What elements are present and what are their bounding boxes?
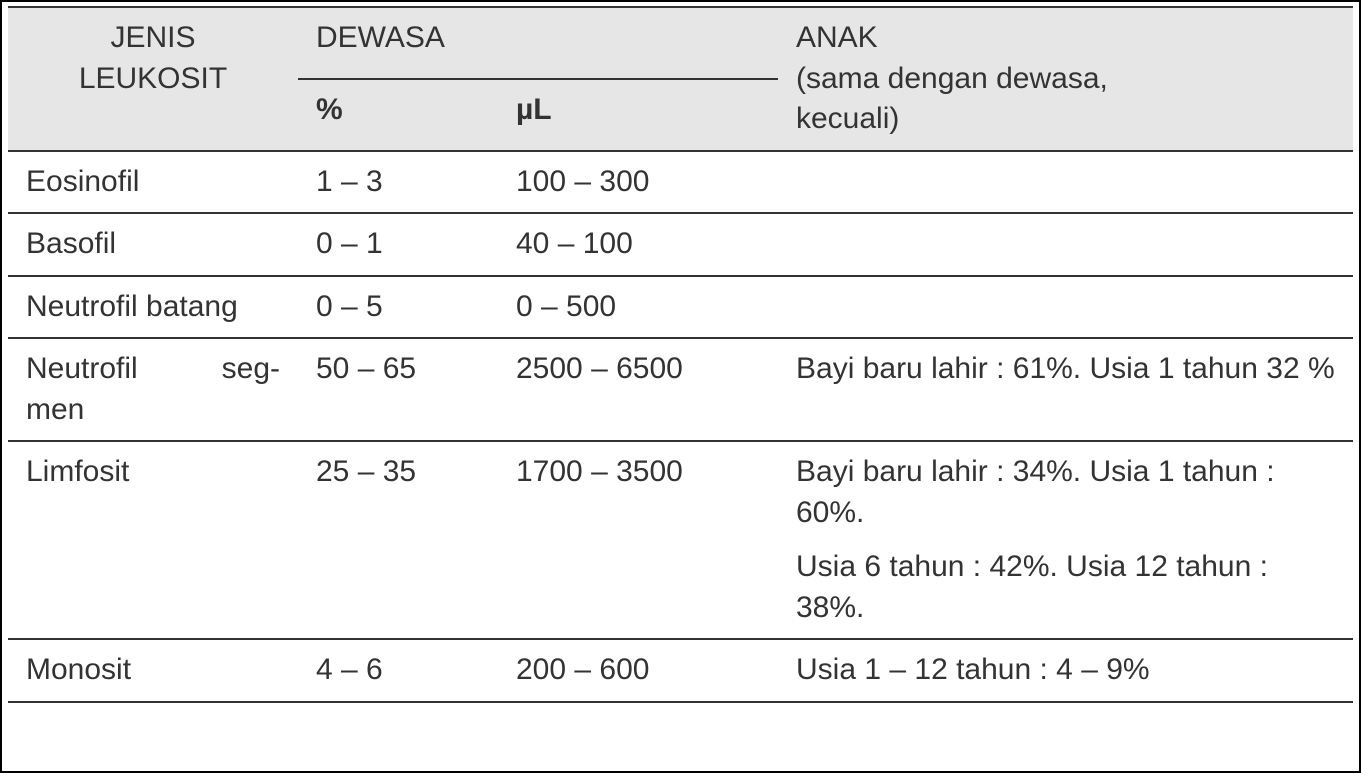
cell-anak: Usia 1 – 12 tahun : 4 – 9%	[778, 639, 1353, 702]
cell-anak	[778, 276, 1353, 339]
cell-percent: 25 – 35	[298, 441, 498, 639]
table-row: Monosit 4 – 6 200 – 600 Usia 1 – 12 tahu…	[8, 639, 1353, 702]
cell-anak: Bayi baru lahir : 34%. Usia 1 tahun : 60…	[778, 441, 1353, 639]
cell-percent: 0 – 1	[298, 213, 498, 276]
cell-anak-p1: Bayi baru lahir : 34%. Usia 1 tahun : 60…	[796, 452, 1335, 533]
table-header-row-1: JENIS LEUKOSIT DEWASA ANAK (sama dengan …	[8, 7, 1353, 79]
cell-jenis-word2: seg-	[222, 349, 280, 390]
col-header-anak-line1: ANAK	[796, 21, 878, 54]
col-header-jenis-line2: LEUKOSIT	[79, 62, 227, 95]
cell-jenis-line2: men	[26, 393, 84, 426]
page-frame: JENIS LEUKOSIT DEWASA ANAK (sama dengan …	[0, 0, 1361, 773]
col-header-ul: µL	[498, 79, 778, 151]
col-header-jenis-line1: JENIS	[110, 21, 195, 54]
cell-percent: 1 – 3	[298, 151, 498, 214]
cell-jenis-word1: Neutrofil	[26, 349, 138, 390]
cell-anak: Bayi baru lahir : 61%. Usia 1 tahun 32 %	[778, 338, 1353, 441]
table-row: Neutrofil seg- men 50 – 65 2500 – 6500 B…	[8, 338, 1353, 441]
cell-jenis: Monosit	[8, 639, 298, 702]
table-row: Basofil 0 – 1 40 – 100	[8, 213, 1353, 276]
cell-jenis-line1: Neutrofil seg-	[26, 349, 280, 390]
table-row: Limfosit 25 – 35 1700 – 3500 Bayi baru l…	[8, 441, 1353, 639]
cell-ul: 40 – 100	[498, 213, 778, 276]
col-header-percent-text: %	[316, 93, 343, 126]
cell-anak	[778, 213, 1353, 276]
cell-jenis: Basofil	[8, 213, 298, 276]
cell-jenis: Limfosit	[8, 441, 298, 639]
cell-jenis: Eosinofil	[8, 151, 298, 214]
cell-percent: 4 – 6	[298, 639, 498, 702]
col-header-dewasa: DEWASA	[298, 7, 778, 79]
col-header-dewasa-text: DEWASA	[316, 21, 445, 54]
cell-percent: 0 – 5	[298, 276, 498, 339]
col-header-anak-line2: (sama dengan dewasa,	[796, 62, 1108, 95]
col-header-ul-text: µL	[516, 93, 552, 126]
cell-jenis: Neutrofil seg- men	[8, 338, 298, 441]
cell-ul: 1700 – 3500	[498, 441, 778, 639]
cell-ul: 2500 – 6500	[498, 338, 778, 441]
cell-jenis: Neutrofil batang	[8, 276, 298, 339]
col-header-percent: %	[298, 79, 498, 151]
cell-anak	[778, 151, 1353, 214]
cell-percent: 50 – 65	[298, 338, 498, 441]
cell-ul: 200 – 600	[498, 639, 778, 702]
col-header-jenis: JENIS LEUKOSIT	[8, 7, 298, 151]
table-row: Eosinofil 1 – 3 100 – 300	[8, 151, 1353, 214]
col-header-anak: ANAK (sama dengan dewasa, kecuali)	[778, 7, 1353, 151]
cell-ul: 100 – 300	[498, 151, 778, 214]
table-row: Neutrofil batang 0 – 5 0 – 500	[8, 276, 1353, 339]
cell-ul: 0 – 500	[498, 276, 778, 339]
cell-anak-p2: Usia 6 tahun : 42%. Usia 12 tahun : 38%.	[796, 547, 1335, 628]
col-header-anak-line3: kecuali)	[796, 102, 899, 135]
leukocyte-table: JENIS LEUKOSIT DEWASA ANAK (sama dengan …	[8, 6, 1353, 703]
